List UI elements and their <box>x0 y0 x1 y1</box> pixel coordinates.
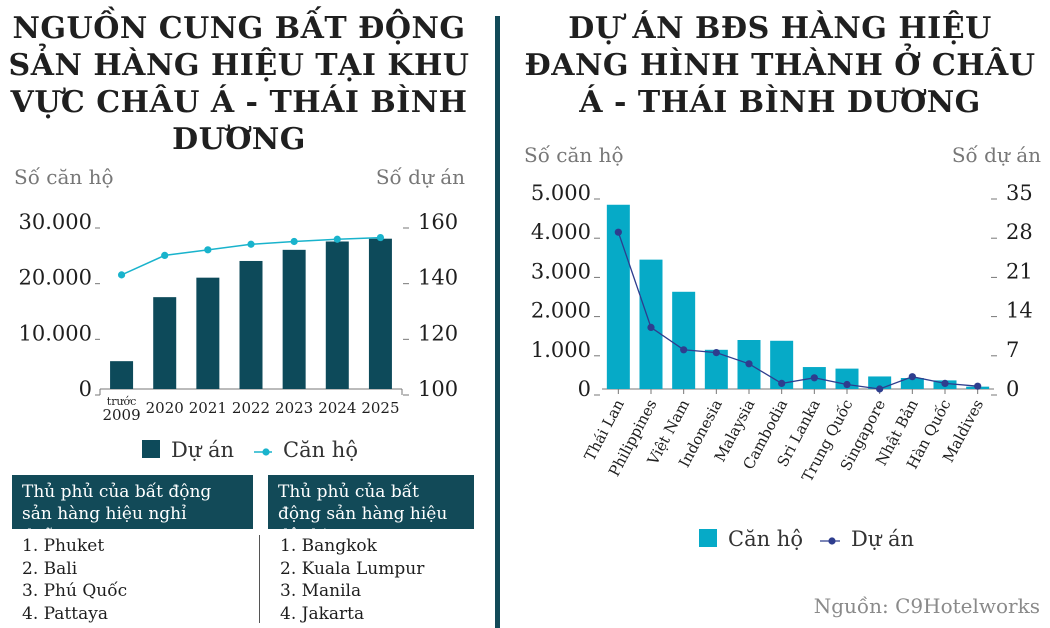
left-tick-label: 4.000 <box>531 220 591 244</box>
point-projects <box>941 379 949 387</box>
list-separator <box>259 535 260 623</box>
legend-label-projects: Dự án <box>851 527 914 551</box>
urban-capitals-header: Thủ phủ của bất động sản hàng hiệu đô th… <box>268 475 474 546</box>
right-tick-label: 35 <box>1006 181 1033 205</box>
bar-projects <box>239 260 263 389</box>
point-projects <box>712 349 720 357</box>
legend-swatch-projects <box>142 440 160 458</box>
left-tick-label: 3.000 <box>531 259 591 283</box>
x-tick-label: trước <box>107 395 137 408</box>
point-projects <box>843 380 851 389</box>
x-tick-label: 2023 <box>275 399 313 417</box>
bar-projects <box>153 297 177 389</box>
point-apartments <box>333 235 341 243</box>
left-tick-label: 0 <box>79 377 92 401</box>
point-projects <box>974 382 982 390</box>
right-tick-label: 21 <box>1006 259 1033 283</box>
right-tick-label: 7 <box>1006 338 1019 362</box>
point-projects <box>614 228 622 236</box>
left-tick-label: 30.000 <box>19 210 92 234</box>
left-tick-label: 20.000 <box>19 266 92 290</box>
source-note: Nguồn: C9Hotelworks <box>813 594 1040 618</box>
left-axis-title: Số căn hộ <box>524 143 624 167</box>
supply-chart: Số căn hộ Số dự án 0 10.000 20.000 30.000 100 1… <box>14 165 465 462</box>
bar-apartments <box>672 291 696 389</box>
point-projects <box>778 379 786 387</box>
bar-projects <box>325 241 349 389</box>
x-tick-label: 2025 <box>361 399 399 417</box>
point-apartments <box>204 246 212 254</box>
point-apartments <box>161 251 169 259</box>
bar-projects <box>282 249 306 389</box>
list-item: 2. Kuala Lumpur <box>280 558 425 579</box>
left-chart-title: NGUỒN CUNG BẤT ĐỘNG SẢN HÀNG HIỆU TẠI KH… <box>8 11 470 157</box>
legend-label-apartments: Căn hộ <box>728 527 803 551</box>
legend-label-apartments: Căn hộ <box>283 438 358 462</box>
left-axis-title: Số căn hộ <box>14 165 114 189</box>
point-projects <box>647 323 655 331</box>
point-apartments <box>247 240 255 248</box>
point-projects <box>745 360 753 368</box>
point-apartments <box>376 233 385 242</box>
point-projects <box>908 373 916 381</box>
list-item: 3. Phú Quốc <box>22 581 128 601</box>
urban-capitals-list: 1. Bangkok 2. Kuala Lumpur 3. Manila 4. … <box>280 535 424 625</box>
x-tick-label: 2022 <box>232 399 270 417</box>
point-apartments <box>117 271 126 279</box>
resort-capitals-list: 1. Phuket 2. Bali 3. Phú Quốc 4. Pattaya <box>22 535 127 625</box>
left-tick-label: 10.000 <box>19 321 92 345</box>
bar-apartments <box>900 378 924 389</box>
bar-apartments <box>770 340 794 389</box>
right-tick-label: 0 <box>1006 377 1019 401</box>
center-divider <box>495 16 500 628</box>
right-axis-title: Số dự án <box>952 143 1041 167</box>
point-projects <box>680 346 688 354</box>
right-chart-title: DỰ ÁN BĐS HÀNG HIỆU ĐANG HÌNH THÀNH Ở CH… <box>524 11 1036 120</box>
bar-apartments <box>868 376 892 389</box>
bar-projects <box>368 238 392 389</box>
list-item: 1. Bangkok <box>280 536 377 556</box>
bar-projects <box>110 361 134 389</box>
right-tick-label: 14 <box>1006 299 1033 323</box>
resort-capitals-header: Thủ phủ của bất động sản hàng hiệu nghỉ … <box>12 475 253 546</box>
legend-marker-projects <box>828 537 836 545</box>
projects-chart: Số căn hộ Số dự án 0 1.000 2.000 3.000 4.000 5.… <box>524 143 1041 551</box>
left-tick-label: 0 <box>578 377 591 401</box>
right-tick-label: 140 <box>418 266 458 290</box>
point-apartments <box>290 237 298 246</box>
right-tick-label: 160 <box>418 210 458 234</box>
right-tick-label: 120 <box>418 321 458 345</box>
x-tick-label: 2009 <box>102 406 140 424</box>
line-projects <box>617 231 978 390</box>
point-projects <box>810 374 818 382</box>
list-item: 1. Phuket <box>22 536 105 556</box>
x-tick-label: 2020 <box>146 399 184 417</box>
x-tick-label: 2024 <box>318 399 356 417</box>
legend-marker-apartments <box>262 448 270 456</box>
x-tick-label: 2021 <box>189 399 227 417</box>
legend-label-projects: Dự án <box>171 438 234 462</box>
left-tick-label: 2.000 <box>531 299 591 323</box>
list-item: 4. Jakarta <box>280 603 365 624</box>
right-axis-title: Số dự án <box>376 165 465 189</box>
list-item: 2. Bali <box>22 558 78 579</box>
list-item: 4. Pattaya <box>22 603 108 624</box>
left-tick-label: 5.000 <box>531 181 591 205</box>
right-tick-label: 28 <box>1006 220 1033 244</box>
point-projects <box>876 385 884 393</box>
bar-apartments <box>704 349 728 389</box>
right-tick-label: 100 <box>418 377 458 401</box>
list-item: 3. Manila <box>280 581 362 601</box>
legend-swatch-apartments <box>699 529 717 547</box>
left-tick-label: 1.000 <box>531 338 591 362</box>
bar-projects <box>196 277 220 389</box>
